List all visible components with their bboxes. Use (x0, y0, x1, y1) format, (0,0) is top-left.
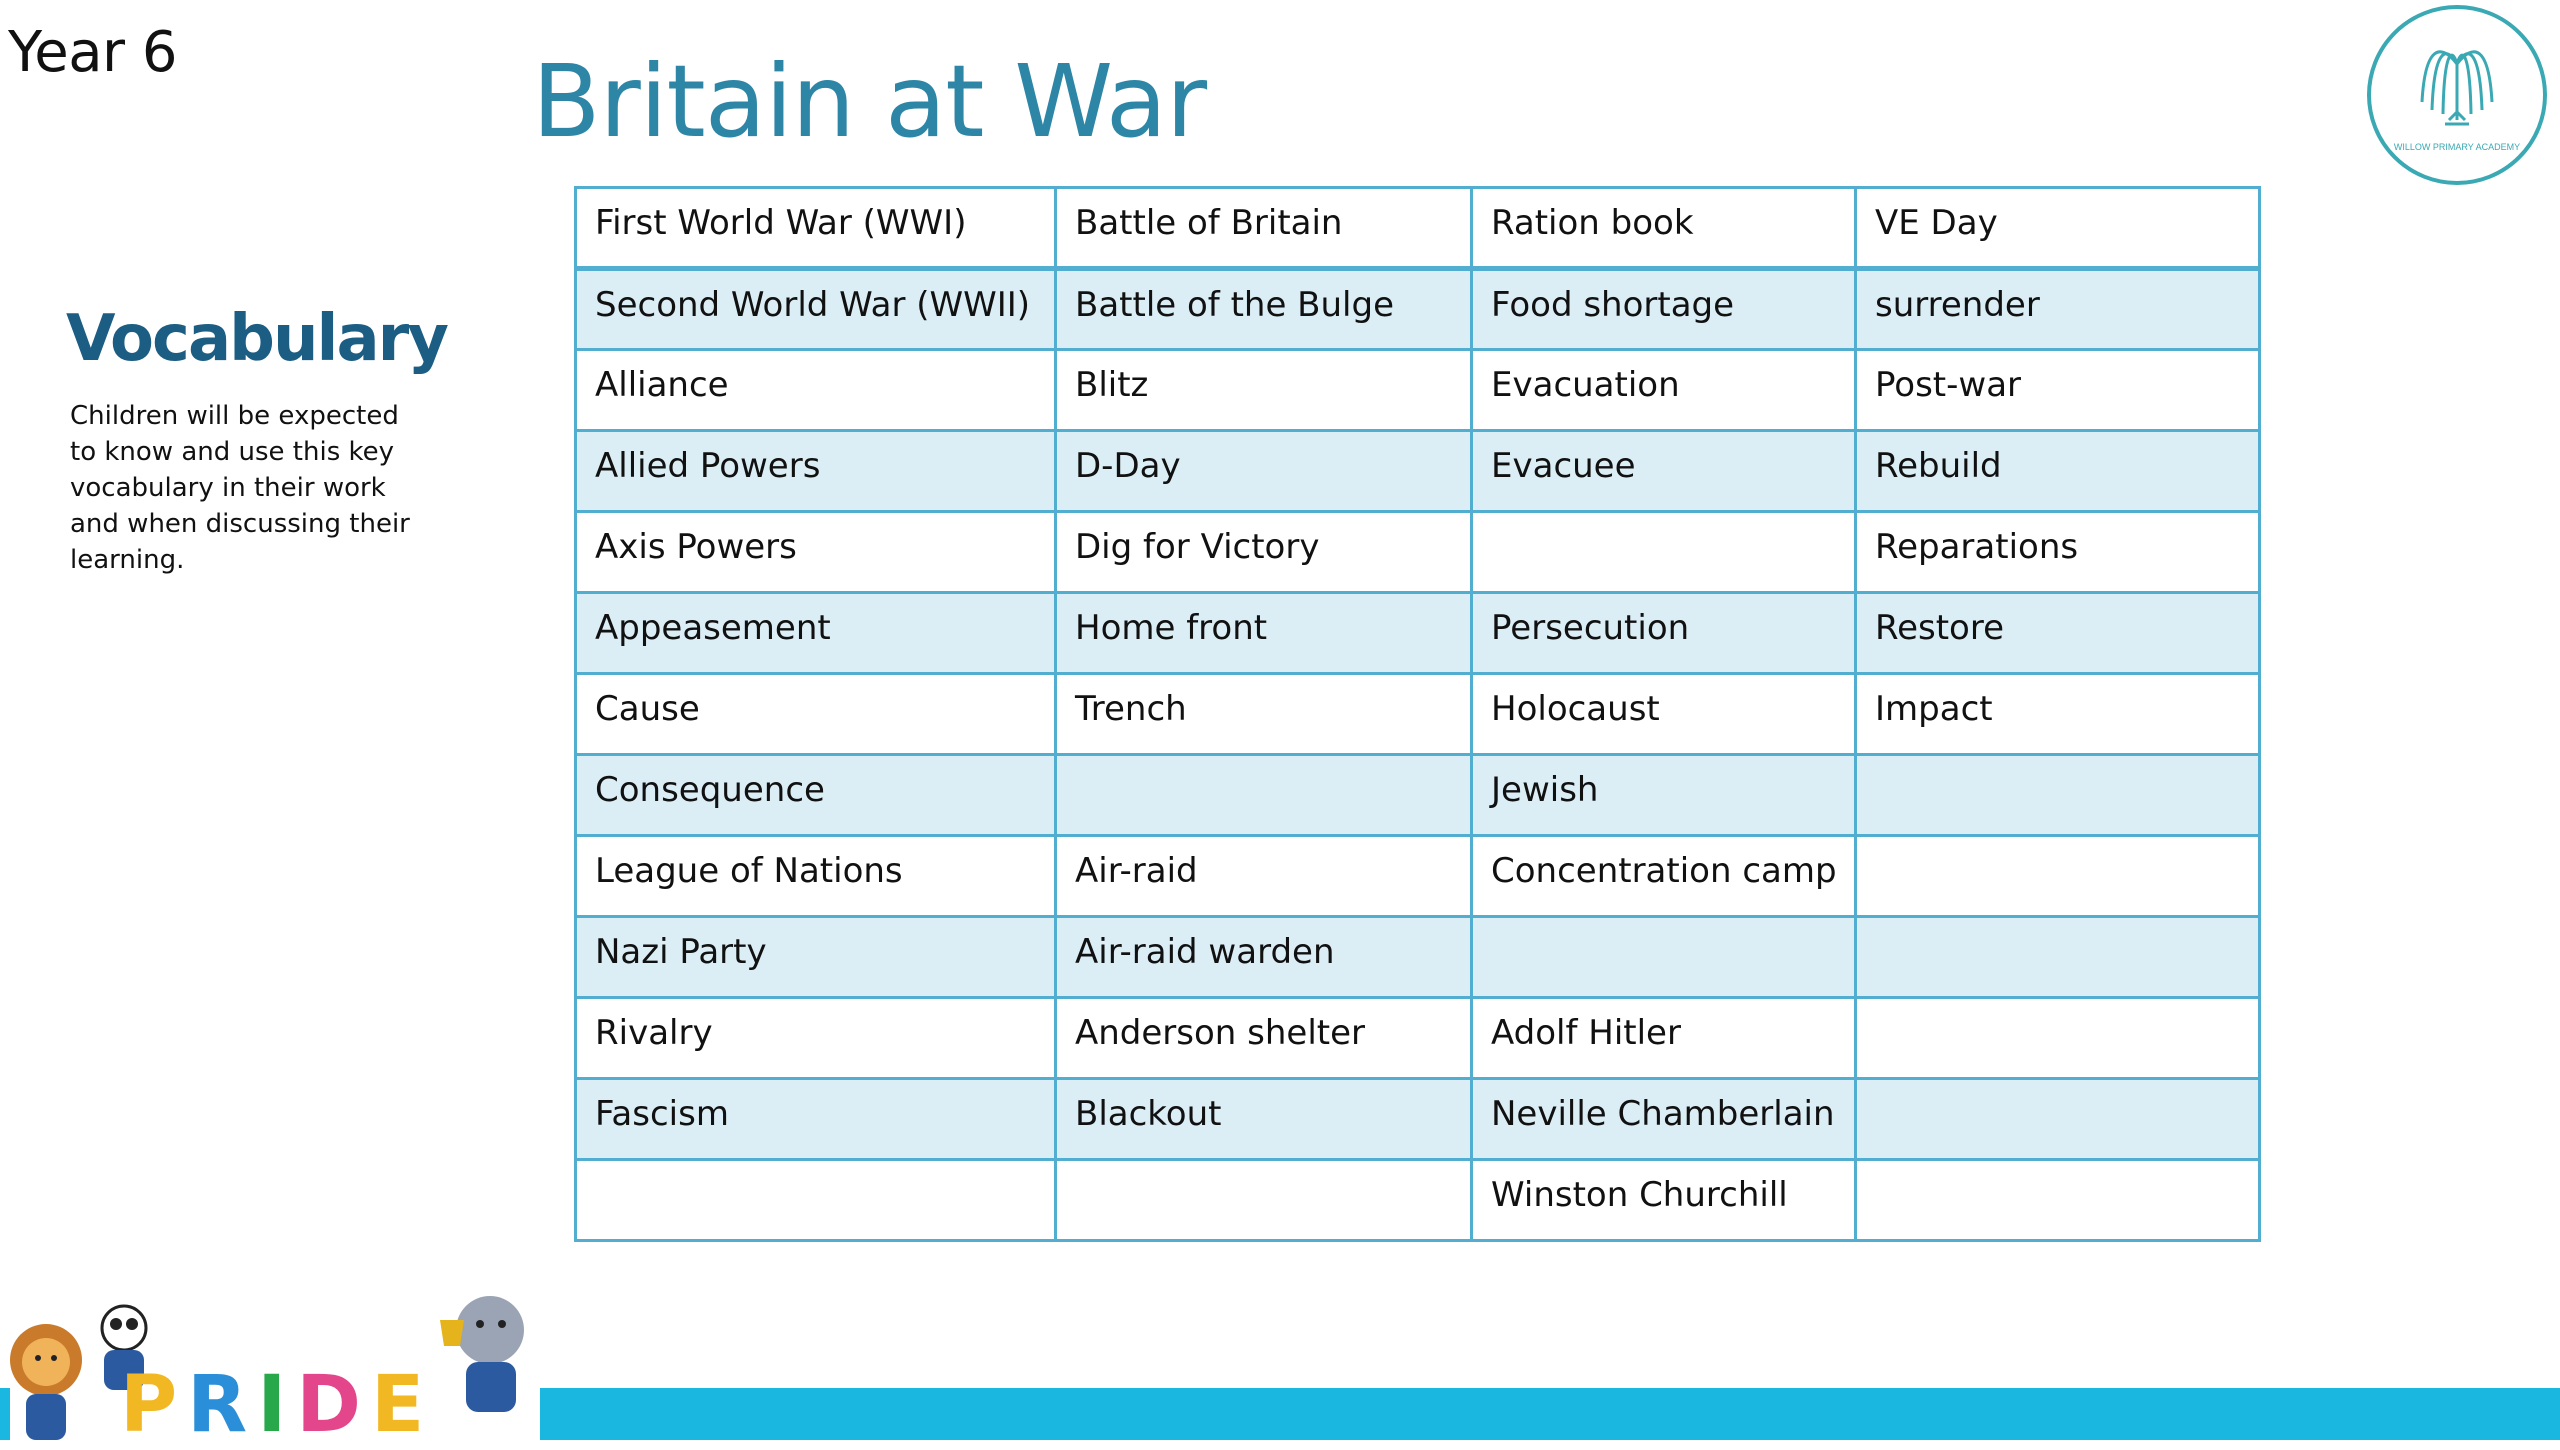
table-cell: VE Day (1854, 186, 2261, 271)
table-row: Fascism Blackout Neville Chamberlain (574, 1077, 2261, 1161)
table-cell: Cause (574, 672, 1057, 756)
table-cell: Evacuee (1470, 429, 1857, 513)
table-cell (1470, 510, 1857, 594)
table-row: Axis Powers Dig for Victory Reparations (574, 510, 2261, 594)
vocabulary-heading: Vocabulary (66, 302, 449, 376)
table-cell: Winston Churchill (1470, 1158, 1857, 1242)
table-cell (1854, 834, 2261, 918)
pride-letter: E (371, 1360, 435, 1450)
table-row: Allied Powers D-Day Evacuee Rebuild (574, 429, 2261, 513)
table-cell (1854, 996, 2261, 1080)
table-row: League of Nations Air-raid Concentration c… (574, 834, 2261, 918)
table-cell: Reparations (1854, 510, 2261, 594)
table-cell (1854, 753, 2261, 837)
table-cell: Concentration camp (1470, 834, 1857, 918)
table-row: Second World War (WWII) Battle of the Bul… (574, 267, 2261, 351)
table-cell: Home front (1054, 591, 1473, 675)
willow-tree-icon: WILLOW PRIMARY ACADEMY (2367, 5, 2547, 185)
table-row: Appeasement Home front Persecution Restore (574, 591, 2261, 675)
table-cell (1854, 915, 2261, 999)
pride-letter: P (120, 1360, 188, 1450)
table-cell: Holocaust (1470, 672, 1857, 756)
year-label: Year 6 (8, 20, 178, 85)
table-cell: Anderson shelter (1054, 996, 1473, 1080)
table-cell: Ration book (1470, 186, 1857, 271)
table-cell: Evacuation (1470, 348, 1857, 432)
table-cell: Alliance (574, 348, 1057, 432)
table-cell: Fascism (574, 1077, 1057, 1161)
table-cell (1470, 915, 1857, 999)
table-cell: Blitz (1054, 348, 1473, 432)
footer-bar (540, 1388, 2560, 1440)
school-logo: WILLOW PRIMARY ACADEMY (2360, 2, 2554, 188)
table-cell: League of Nations (574, 834, 1057, 918)
table-row: Consequence Jewish (574, 753, 2261, 837)
table-row: Rivalry Anderson shelter Adolf Hitler (574, 996, 2261, 1080)
table-cell: Neville Chamberlain (1470, 1077, 1857, 1161)
table-row: Winston Churchill (574, 1158, 2261, 1242)
table-cell: Blackout (1054, 1077, 1473, 1161)
pride-letter: I (257, 1360, 297, 1450)
table-row: Nazi Party Air-raid warden (574, 915, 2261, 999)
table-cell: Adolf Hitler (1470, 996, 1857, 1080)
table-cell: Appeasement (574, 591, 1057, 675)
vocabulary-table: First World War (WWI) Battle of Britain Ra… (574, 186, 2261, 1242)
pride-letter: D (296, 1360, 372, 1450)
table-cell: First World War (WWI) (574, 186, 1057, 271)
table-cell: Impact (1854, 672, 2261, 756)
table-cell: Battle of the Bulge (1054, 267, 1473, 351)
table-cell: Nazi Party (574, 915, 1057, 999)
table-cell: Restore (1854, 591, 2261, 675)
table-cell: Rivalry (574, 996, 1057, 1080)
table-cell: Persecution (1470, 591, 1857, 675)
table-row: First World War (WWI) Battle of Britain Ra… (574, 186, 2261, 271)
table-cell: Allied Powers (574, 429, 1057, 513)
table-cell: Axis Powers (574, 510, 1057, 594)
pride-letter: R (187, 1360, 258, 1450)
footer-bar-left (0, 1388, 10, 1440)
table-cell: Air-raid (1054, 834, 1473, 918)
table-cell: surrender (1854, 267, 2261, 351)
table-cell: Battle of Britain (1054, 186, 1473, 271)
table-cell: Second World War (WWII) (574, 267, 1057, 351)
table-cell: Food shortage (1470, 267, 1857, 351)
vocabulary-description: Children will be expected to know and us… (70, 401, 410, 575)
table-row: Alliance Blitz Evacuation Post-war (574, 348, 2261, 432)
table-cell: Rebuild (1854, 429, 2261, 513)
table-cell (574, 1158, 1057, 1242)
pride-banner: PRIDE (0, 1290, 545, 1450)
table-cell (1854, 1077, 2261, 1161)
table-row: Cause Trench Holocaust Impact (574, 672, 2261, 756)
table-cell (1054, 753, 1473, 837)
table-cell (1854, 1158, 2261, 1242)
pride-mascots-icon (10, 1296, 524, 1440)
table-cell (1054, 1158, 1473, 1242)
table-cell: Dig for Victory (1054, 510, 1473, 594)
page-title: Britain at War (532, 43, 1207, 160)
logo-text: WILLOW PRIMARY ACADEMY (2394, 142, 2520, 152)
table-cell: Consequence (574, 753, 1057, 837)
pride-letters: PRIDE (120, 1360, 434, 1450)
table-cell: Post-war (1854, 348, 2261, 432)
table-cell: Jewish (1470, 753, 1857, 837)
table-cell: Trench (1054, 672, 1473, 756)
table-cell: Air-raid warden (1054, 915, 1473, 999)
table-cell: D-Day (1054, 429, 1473, 513)
